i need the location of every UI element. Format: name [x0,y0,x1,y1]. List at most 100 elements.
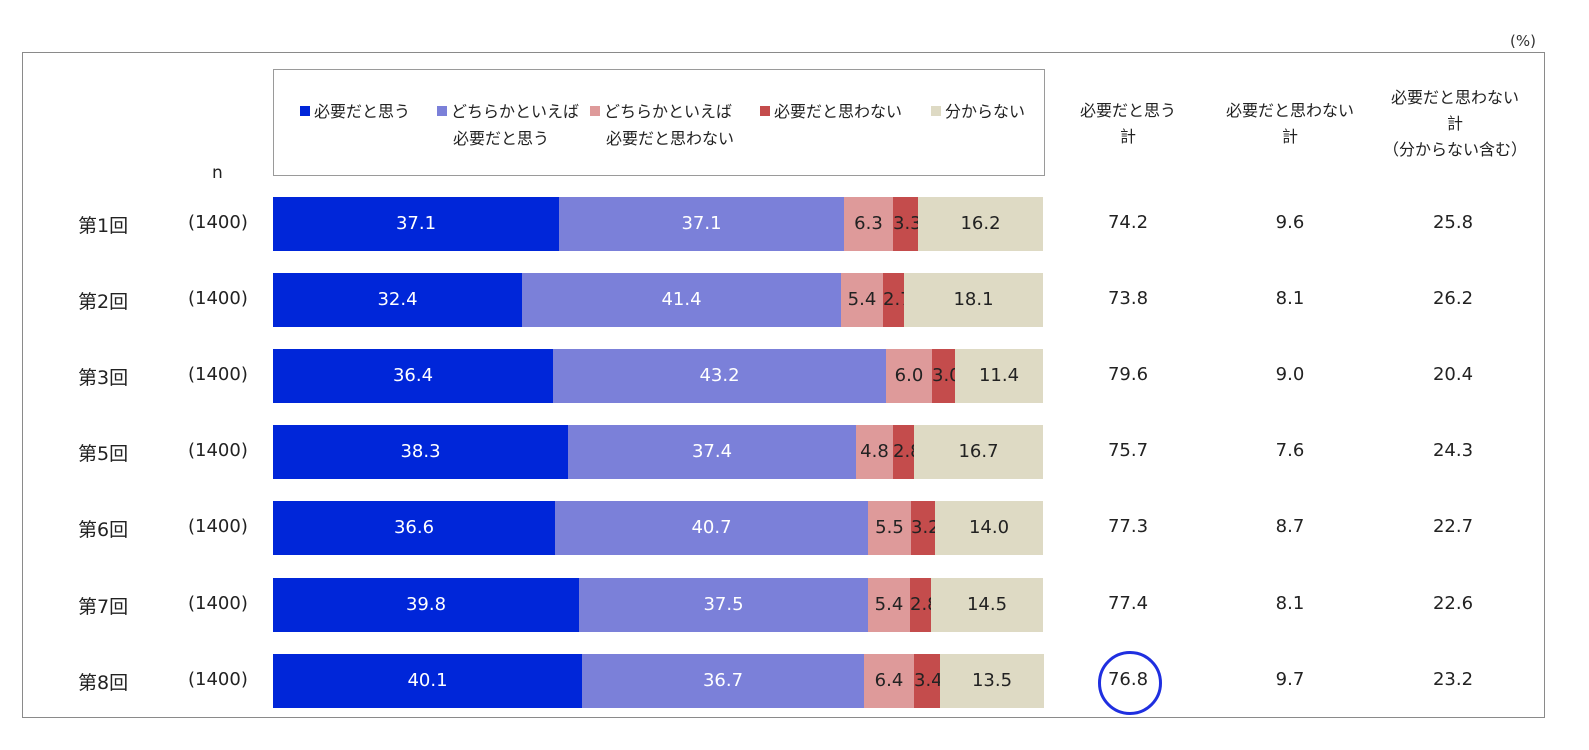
bar-value-label: 3.0 [932,365,961,386]
bar-segment [568,425,856,479]
bar-value-label: 32.4 [377,289,418,310]
bar-segment [893,425,914,479]
bar-segment [555,501,868,555]
summary-value: 24.3 [1432,440,1474,461]
row-n: (1400) [188,516,248,537]
row-n: (1400) [188,364,248,385]
bar-value-label: 11.4 [978,365,1020,386]
bar-segment [893,197,918,251]
bar-segment [553,349,886,403]
summary-value: 26.2 [1432,288,1474,309]
bar-value-label: 3.3 [893,213,922,234]
bar-segment [559,197,844,251]
row-label: 第1回 [78,215,129,237]
col-header-not-need-total-incl-line3: （分からない含む） [1382,140,1527,159]
bar-segment [886,349,932,403]
bar-segment [864,654,914,708]
summary-value: 73.8 [1107,288,1149,309]
bar-segment [582,654,864,708]
summary-value: 7.6 [1275,440,1305,461]
row-label: 第6回 [78,519,129,541]
chart-frame [22,52,1545,718]
bar-value-label: 36.6 [393,517,435,538]
legend-label-2b: 必要だと思う [453,129,550,148]
bar-segment [914,425,1043,479]
bar-value-label: 2.8 [910,594,939,615]
unit-label: (%) [1510,32,1536,50]
col-header-not-need-total-incl: 必要だと思わない 計 （分からない含む） [1370,85,1540,163]
bar-segment [273,349,553,403]
bar-segment [273,578,579,632]
legend-label-3b: 必要だと思わない [606,129,735,148]
col-header-not-need-total-incl-line2: 計 [1446,114,1463,133]
bar-value-label: 43.2 [699,365,740,386]
bar-value-label: 2.7 [883,289,912,310]
legend-label-5: 分からない [945,102,1026,121]
legend-swatch-5 [931,106,941,116]
summary-value: 74.2 [1107,212,1149,233]
bar-value-label: 14.5 [966,594,1008,615]
bar-value-label: 36.4 [392,365,434,386]
bar-segment [911,501,935,555]
bar-value-label: 37.1 [681,213,722,234]
bar-value-label: 41.4 [661,289,702,310]
col-header-need-total: 必要だと思う 計 [1058,98,1198,150]
legend-swatch-2 [437,106,447,116]
bar-value-label: 5.5 [875,517,904,538]
bar-segment [935,501,1043,555]
col-header-not-need-total: 必要だと思わない 計 [1210,98,1370,150]
legend-label-2: どちらかといえば [451,102,580,121]
summary-value: 9.6 [1275,212,1305,233]
bar-segment [914,654,940,708]
summary-value: 23.2 [1432,669,1474,690]
bar-segment [522,273,841,327]
summary-value: 8.1 [1275,288,1305,309]
legend-swatch-1 [300,106,310,116]
row-label: 第8回 [78,672,129,694]
chart-frame-right-edge [1544,52,1545,717]
summary-value: 9.0 [1275,364,1305,385]
highlight-circle [1098,651,1162,715]
summary-value: 8.7 [1275,516,1305,537]
bar-segment [273,273,522,327]
bar-segment [883,273,904,327]
bar-value-label: 5.4 [847,289,877,310]
bar-value-label: 37.5 [703,594,744,615]
bar-segment [931,578,1043,632]
bar-segment [868,578,910,632]
bar-value-label: 14.0 [968,517,1010,538]
bar-value-label: 37.4 [691,441,733,462]
legend-swatch-4 [760,106,770,116]
row-label: 第2回 [78,291,129,313]
row-label: 第5回 [78,443,129,465]
bar-segment [932,349,955,403]
bar-segment [841,273,883,327]
bar-value-label: 6.4 [874,670,904,691]
bar-value-label: 6.0 [894,365,924,386]
bar-value-label: 4.8 [860,441,889,462]
bar-segment [856,425,893,479]
bar-segment [273,425,568,479]
row-n: (1400) [188,669,248,690]
col-header-not-need-total-incl-line1: 必要だと思わない [1390,88,1519,107]
bar-value-label: 39.8 [405,594,447,615]
summary-value: 25.8 [1432,212,1474,233]
bar-value-label: 40.1 [407,670,448,691]
bar-segment [273,501,555,555]
row-label: 第3回 [78,367,129,389]
summary-value: 20.4 [1432,364,1474,385]
bar-value-label: 6.3 [854,213,883,234]
bar-value-label: 40.7 [691,517,732,538]
bar-segment [955,349,1043,403]
summary-value: 8.1 [1275,593,1305,614]
bar-value-label: 3.2 [911,517,940,538]
bar-value-label: 5.4 [874,594,904,615]
bar-segment [918,197,1043,251]
bar-segment [904,273,1043,327]
bar-value-label: 16.7 [958,441,999,462]
col-header-need-total-line1: 必要だと思う [1079,101,1176,120]
col-header-not-need-total-line2: 計 [1281,127,1298,146]
legend-label-3: どちらかといえば [604,102,733,121]
bar-segment [844,197,893,251]
bar-segment [868,501,911,555]
